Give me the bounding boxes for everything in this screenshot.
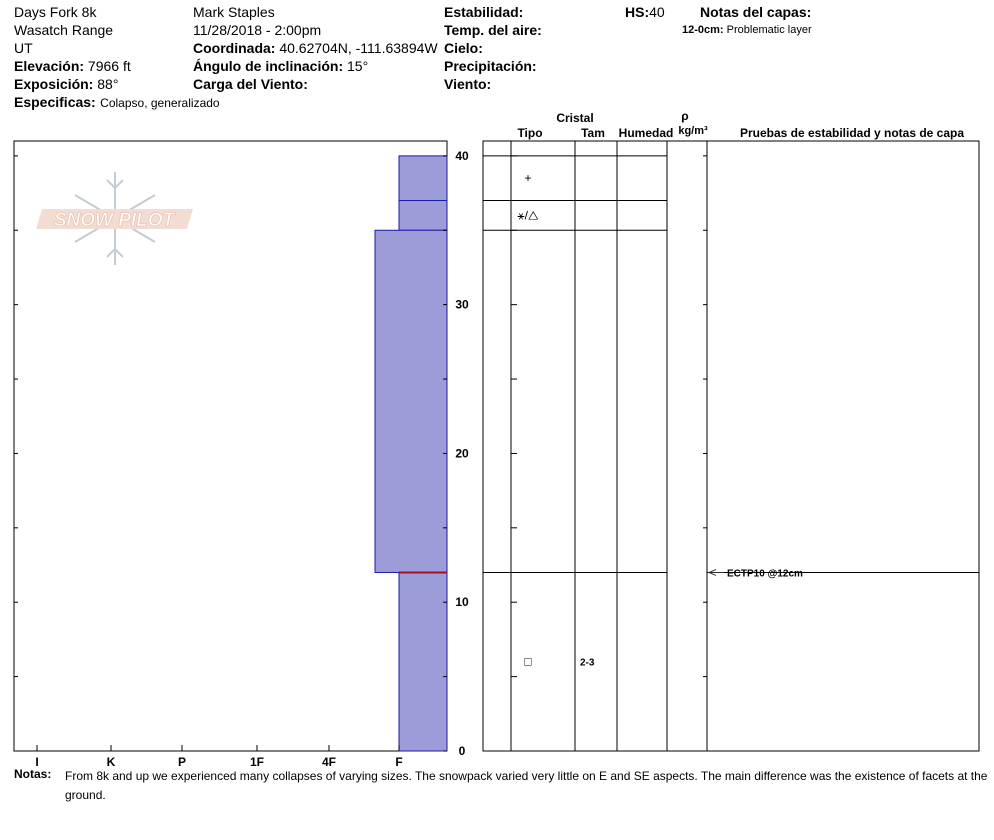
layer-table-frame (482, 140, 980, 752)
slope-angle: Ángulo de inclinación: 15° (193, 59, 368, 73)
grain-size-label: 2-3 (580, 658, 595, 669)
rho-header: ρ (681, 109, 688, 123)
moisture-header: Humedad (619, 126, 674, 140)
layer-note-depth: 12-0cm: (682, 24, 724, 36)
observer: Mark Staples (193, 4, 275, 20)
snowpilot-logo: SNOW PILOT (36, 172, 193, 265)
layer-note-text: Problematic layer (726, 24, 812, 36)
layer-block (398, 200, 448, 231)
specifics: Especificas: Colapso, generalizado (14, 95, 220, 111)
snow-height: HS:40 (625, 5, 665, 19)
layer-blocks (374, 155, 448, 752)
grain-type-symbol: + (524, 171, 531, 185)
layer-rows (483, 155, 979, 573)
height-tick-label: 20 (455, 446, 469, 460)
grain-symbols: + ⚹/△ □ 2-3 (517, 171, 595, 669)
location-name: Days Fork 8k (14, 4, 97, 20)
coordinates-label: Coordinada: (193, 40, 276, 56)
precip-label: Precipitación: (444, 58, 537, 74)
hardness-tick-label: K (107, 755, 116, 769)
height-tick-label: 0 (459, 744, 466, 758)
test-label: ECTP10 @12cm (727, 568, 803, 579)
axis-ticks: 0 10 20 30 40 I K P 1F 4F F (14, 149, 707, 769)
aspect-label: Exposición: (14, 76, 94, 92)
notes-label: Notas: (14, 767, 52, 781)
elevation-label: Elevación: (14, 58, 85, 74)
layer-block (398, 571, 448, 752)
hardness-tick-label: 4F (322, 755, 336, 769)
type-header: Tipo (517, 126, 542, 140)
logo-text: SNOW PILOT (54, 210, 176, 231)
state: UT (14, 40, 33, 56)
hardness-tick-label: P (178, 755, 186, 769)
hardness-tick-label: F (395, 755, 402, 769)
hs-label: HS: (625, 4, 650, 20)
height-tick-label: 30 (455, 298, 469, 312)
hardness-tick-label: I (35, 755, 38, 769)
hardness-tick-label: 1F (250, 755, 264, 769)
grain-type-symbol: □ (524, 655, 531, 669)
height-tick-label: 40 (455, 149, 469, 163)
aspect: Exposición: 88° (14, 77, 118, 91)
elevation-value: 7966 ft (87, 58, 131, 74)
layer-notes-label: Notas del capas: (700, 4, 812, 20)
mountain-range: Wasatch Range (14, 22, 114, 38)
aspect-value: 88° (97, 76, 119, 92)
crystal-header: Cristal (556, 111, 593, 125)
notes-text: From 8k and up we experienced many colla… (65, 769, 988, 802)
slope-value: 15° (347, 58, 369, 74)
air-temp-label: Temp. del aire: (444, 22, 542, 38)
grain-type-symbol: ⚹/△ (517, 208, 539, 222)
wind-load-label: Carga del Viento: (193, 76, 308, 92)
layer-block (374, 229, 448, 573)
hs-value: 40 (649, 4, 665, 20)
stability-tests: ECTP10 @12cm (707, 568, 803, 579)
layer-block (398, 155, 448, 202)
elevation: Elevación: 7966 ft (14, 59, 131, 73)
size-header: Tam (581, 126, 605, 140)
stability-label: Estabilidad: (444, 4, 524, 20)
specifics-value: Colapso, generalizado (100, 96, 220, 110)
datetime: 11/28/2018 - 2:00pm (193, 22, 322, 38)
wind-label: Viento: (444, 76, 492, 92)
sky-label: Cielo: (444, 40, 483, 56)
tests-header: Pruebas de estabilidad y notas de capa (740, 126, 964, 140)
layer-note: 12-0cm: Problematic layer (682, 25, 812, 36)
height-tick-label: 10 (455, 595, 469, 609)
test-arrow-head (707, 569, 717, 576)
density-unit-header: kg/m³ (678, 125, 708, 137)
coordinates: Coordinada: 40.62704N, -111.63894W (193, 41, 438, 55)
specifics-label: Especificas: (14, 94, 96, 110)
coordinates-value: 40.62704N, -111.63894W (279, 40, 438, 56)
slope-label: Ángulo de inclinación: (193, 58, 344, 74)
